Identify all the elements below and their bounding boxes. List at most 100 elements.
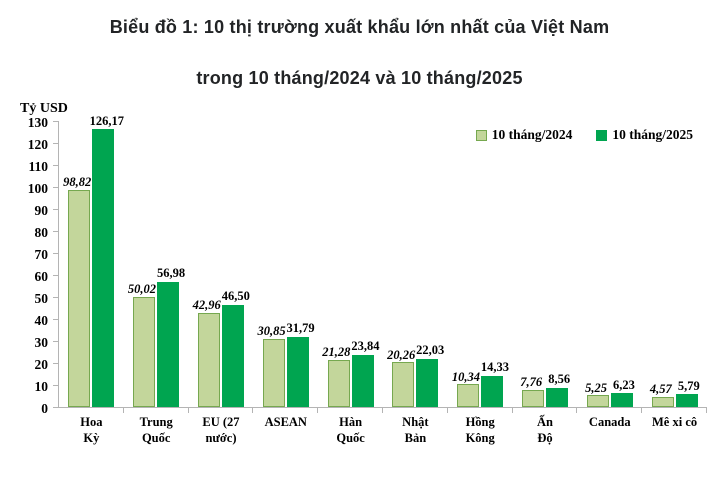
bar-2024: 10,34 xyxy=(452,370,480,407)
y-tick-label: 10 xyxy=(34,378,49,394)
y-tick-label: 0 xyxy=(41,400,48,416)
legend-label-2025: 10 tháng/2025 xyxy=(612,127,693,142)
legend-swatch-2025-icon xyxy=(596,129,608,141)
category-label: Nhật Bản xyxy=(402,415,429,446)
y-tick-mark xyxy=(53,297,58,298)
legend-swatch-2024-icon xyxy=(475,129,487,141)
bar-group: 10,34 14,33 Hồng Kông xyxy=(448,121,513,445)
bar-2024: 42,96 xyxy=(193,298,221,407)
value-label-2025: 56,98 xyxy=(156,265,186,280)
category-label: Canada xyxy=(588,415,631,429)
legend-label-2024: 10 tháng/2024 xyxy=(491,127,573,142)
bar-group: 30,85 31,79 ASEAN xyxy=(253,121,318,429)
y-axis: 0 10 20 30 40 50 60 70 80 90 100 110 120 130 xyxy=(14,115,58,414)
value-label-2024: 98,82 xyxy=(63,174,92,189)
category-label: Hàn Quốc xyxy=(336,415,365,446)
bar-chart: Tỷ USD 0 10 20 30 40 50 60 70 80 90 100 110 120 130 1… xyxy=(14,101,711,445)
bar-2025: 46,50 xyxy=(222,289,250,407)
value-label-2024: 10,34 xyxy=(451,369,480,384)
bar-2024: 20,26 xyxy=(387,348,415,407)
y-tick-mark xyxy=(53,165,58,166)
value-label-2024: 42,96 xyxy=(192,297,221,312)
legend-item-2025: 10 tháng/2025 xyxy=(596,127,693,143)
y-tick-label: 20 xyxy=(34,356,49,372)
value-label-2025: 23,84 xyxy=(351,338,380,353)
bar-2024: 7,76 xyxy=(520,375,544,407)
bar-groups: 98,82 126,17 Hoa Kỳ 50,02 56,98 Trung Quốc 42,… xyxy=(59,114,707,445)
bar-2024: 98,82 xyxy=(63,175,91,407)
bar-2024: 30,85 xyxy=(257,325,286,407)
y-tick-mark xyxy=(53,341,58,342)
value-label-2025: 14,33 xyxy=(480,359,510,374)
bar-2024: 21,28 xyxy=(322,346,350,407)
y-tick-label: 40 xyxy=(34,312,49,328)
bar-2025: 8,56 xyxy=(545,373,570,407)
y-tick-label: 90 xyxy=(34,202,49,218)
category-label: ASEAN xyxy=(264,415,307,429)
value-label-2025: 46,50 xyxy=(221,288,250,303)
y-tick-mark xyxy=(53,231,58,232)
bar-group: 4,57 5,79 Mê xi cô xyxy=(642,121,707,429)
value-label-2025: 22,03 xyxy=(416,342,445,357)
value-label-2024: 7,76 xyxy=(520,375,543,390)
bar-2025: 22,03 xyxy=(416,343,444,407)
legend-item-2024: 10 tháng/2024 xyxy=(475,127,573,143)
value-label-2025: 6,23 xyxy=(613,377,635,392)
category-label: Trung Quốc xyxy=(139,415,173,446)
bar-2024: 50,02 xyxy=(128,282,156,407)
y-tick-label: 130 xyxy=(27,114,48,130)
y-tick-mark xyxy=(53,143,58,144)
bar-2025: 5,79 xyxy=(675,379,700,407)
value-label-2025: 5,79 xyxy=(677,378,700,393)
y-tick-mark xyxy=(53,407,58,408)
value-label-2025: 126,17 xyxy=(89,113,125,128)
y-tick-mark xyxy=(53,187,58,188)
plot-area: 10 tháng/2024 10 tháng/2025 98,82 126,17 H… xyxy=(58,114,707,445)
chart-title-line-1: Biểu đồ 1: 10 thị trường xuất khẩu lớn n… xyxy=(109,17,610,37)
bar-2025: 56,98 xyxy=(157,266,185,407)
value-label-2024: 30,85 xyxy=(257,324,286,339)
value-label-2025: 31,79 xyxy=(286,321,315,336)
bar-group: 5,25 6,23 Canada xyxy=(577,121,642,429)
page: Biểu đồ 1: 10 thị trường xuất khẩu lớn n… xyxy=(0,17,719,493)
y-tick-mark xyxy=(53,363,58,364)
y-tick-label: 60 xyxy=(34,268,49,284)
bar-group: 7,76 8,56 Ấn Độ xyxy=(513,121,578,445)
category-label: EU (27 nước) xyxy=(202,415,240,446)
y-tick-mark xyxy=(53,275,58,276)
value-label-2025: 8,56 xyxy=(548,372,571,387)
chart-title-line-2: trong 10 tháng/2024 và 10 tháng/2025 xyxy=(196,68,523,88)
category-label: Mê xi cô xyxy=(652,415,698,429)
y-tick-label: 70 xyxy=(34,246,49,262)
bar-group: 50,02 56,98 Trung Quốc xyxy=(124,121,189,445)
y-tick-label: 80 xyxy=(34,224,49,240)
y-tick-mark xyxy=(53,319,58,320)
bar-2025: 14,33 xyxy=(481,360,509,407)
bar-group: 21,28 23,84 Hàn Quốc xyxy=(318,121,383,445)
y-tick-mark xyxy=(53,385,58,386)
bar-2024: 5,25 xyxy=(585,381,609,407)
category-label: Hoa Kỳ xyxy=(80,415,103,446)
bar-2025: 31,79 xyxy=(287,322,315,407)
legend: 10 tháng/2024 10 tháng/2025 xyxy=(475,127,693,143)
value-label-2024: 5,25 xyxy=(585,380,607,395)
y-tick-label: 50 xyxy=(34,290,49,306)
y-tick-mark xyxy=(53,209,58,210)
bar-2025: 23,84 xyxy=(351,339,379,407)
y-tick-label: 30 xyxy=(34,334,49,350)
value-label-2024: 21,28 xyxy=(322,345,351,360)
bar-2024: 4,57 xyxy=(650,382,674,407)
y-tick-label: 110 xyxy=(28,158,48,174)
value-label-2024: 50,02 xyxy=(127,282,156,297)
value-label-2024: 20,26 xyxy=(387,347,416,362)
bar-2025: 126,17 xyxy=(90,114,124,407)
plot-row: 0 10 20 30 40 50 60 70 80 90 100 110 120 130 10 tháng… xyxy=(14,114,711,445)
bar-group: 98,82 126,17 Hoa Kỳ xyxy=(59,114,124,445)
bar-group: 42,96 46,50 EU (27 nước) xyxy=(189,121,254,445)
y-tick-mark xyxy=(53,121,58,122)
y-tick-mark xyxy=(53,253,58,254)
value-label-2024: 4,57 xyxy=(649,382,672,397)
bar-2025: 6,23 xyxy=(610,378,635,407)
category-label: Hồng Kông xyxy=(465,415,495,446)
y-axis-unit-label: Tỷ USD xyxy=(20,101,68,116)
